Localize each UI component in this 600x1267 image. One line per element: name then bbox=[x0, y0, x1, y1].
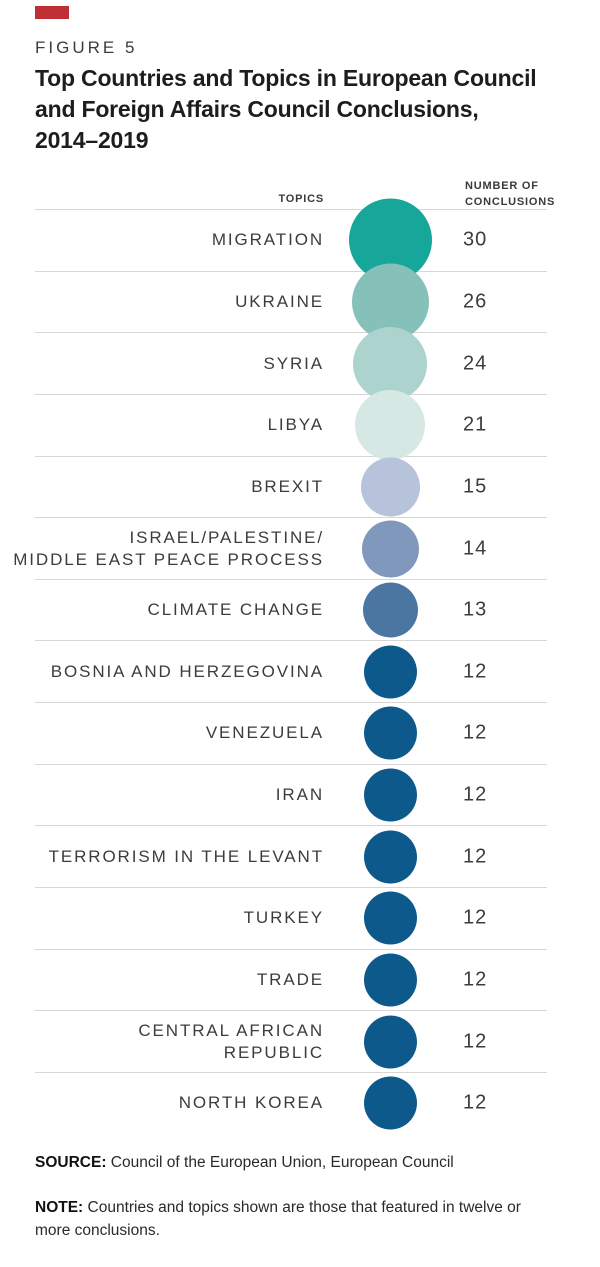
topic-label: MIGRATION bbox=[212, 229, 324, 251]
topic-label-line: NORTH KOREA bbox=[178, 1093, 324, 1113]
bubble-chart: MIGRATION 30 UKRAINE 26 SYRIA 24 LIBYA 21 BREXIT… bbox=[13, 198, 547, 1134]
conclusions-count: 24 bbox=[463, 352, 488, 375]
conclusions-count: 14 bbox=[463, 537, 488, 560]
topic-label-line: UKRAINE bbox=[235, 291, 324, 311]
table-row: BREXIT 15 bbox=[35, 455, 547, 518]
topic-label-line: ISRAEL/PALESTINE/ bbox=[129, 527, 324, 547]
table-row: NORTH KOREA 12 bbox=[35, 1071, 547, 1134]
table-row: VENEZUELA 12 bbox=[35, 702, 547, 764]
bubble bbox=[353, 326, 427, 401]
table-row: TRADE 12 bbox=[35, 948, 547, 1011]
conclusions-count: 21 bbox=[463, 413, 488, 436]
conclusions-count: 12 bbox=[463, 1091, 488, 1114]
topic-label-line: BREXIT bbox=[251, 476, 324, 496]
conclusions-count: 30 bbox=[463, 228, 488, 251]
topic-label-line: TERRORISM IN THE LEVANT bbox=[48, 846, 324, 866]
source-text: Council of the European Union, European … bbox=[110, 1154, 454, 1171]
topic-label-line: MIDDLE EAST PEACE PROCESS bbox=[13, 549, 324, 569]
bubble bbox=[361, 520, 419, 578]
note-text-line2: more conclusions. bbox=[35, 1222, 160, 1239]
topic-label-line: MIGRATION bbox=[211, 230, 324, 250]
topic-label-line: CENTRAL AFRICAN bbox=[138, 1020, 324, 1040]
note-label: NOTE: bbox=[35, 1199, 84, 1216]
topic-label: TRADE bbox=[257, 969, 324, 991]
topic-label: VENEZUELA bbox=[206, 722, 324, 744]
bubble bbox=[360, 457, 420, 517]
column-header-conclusions: NUMBER OF CONCLUSIONS bbox=[465, 180, 556, 208]
bubble bbox=[363, 645, 417, 699]
source-line: SOURCE: Council of the European Union, E… bbox=[35, 1152, 580, 1173]
topic-label: BOSNIA AND HERZEGOVINA bbox=[51, 661, 324, 683]
figure-title: Top Countries and Topics in European Cou… bbox=[35, 63, 580, 156]
topic-label-line: SYRIA bbox=[263, 353, 324, 373]
conclusions-count: 12 bbox=[463, 1030, 488, 1053]
note-text-line1: NOTE: Countries and topics shown are tho… bbox=[35, 1196, 580, 1219]
table-row: TERRORISM IN THE LEVANT 12 bbox=[35, 825, 547, 887]
topic-label-line: BOSNIA AND HERZEGOVINA bbox=[50, 661, 324, 681]
table-row: SYRIA 24 bbox=[35, 326, 547, 401]
topic-label-line: LIBYA bbox=[267, 415, 324, 435]
topic-label: UKRAINE bbox=[235, 291, 324, 313]
conclusions-count: 12 bbox=[463, 845, 488, 868]
table-row: MIGRATION 30 bbox=[35, 198, 547, 282]
conclusions-count: 13 bbox=[463, 598, 488, 621]
topic-label-line: TRADE bbox=[256, 970, 324, 989]
table-row: BOSNIA AND HERZEGOVINA 12 bbox=[35, 640, 547, 702]
figure-title-line2: and Foreign Affairs Council Conclusions, bbox=[35, 96, 479, 122]
conclusions-count: 12 bbox=[463, 968, 488, 991]
topic-label: ISRAEL/PALESTINE/MIDDLE EAST PEACE PROCE… bbox=[13, 527, 324, 571]
topic-label: NORTH KOREA bbox=[179, 1092, 324, 1114]
conclusions-count: 12 bbox=[463, 721, 488, 744]
bubble bbox=[363, 891, 417, 945]
topic-label-line: VENEZUELA bbox=[205, 723, 324, 743]
topic-label-line: REPUBLIC bbox=[223, 1042, 324, 1062]
note-line: NOTE: Countries and topics shown are tho… bbox=[35, 1196, 580, 1242]
table-row: CENTRAL AFRICAN REPUBLIC 12 bbox=[35, 1010, 547, 1072]
topic-label: IRAN bbox=[276, 784, 324, 806]
bubble bbox=[355, 390, 425, 461]
figure-number-label: FIGURE 5 bbox=[35, 38, 138, 57]
bubble bbox=[362, 582, 418, 638]
brand-red-mark bbox=[35, 6, 69, 19]
bubble bbox=[363, 1076, 417, 1130]
bubble bbox=[363, 768, 417, 822]
bubble bbox=[363, 830, 417, 884]
figure-title-line1: Top Countries and Topics in European Cou… bbox=[35, 65, 537, 91]
conclusions-count: 12 bbox=[463, 660, 488, 683]
topic-label: CENTRAL AFRICAN REPUBLIC bbox=[138, 1020, 324, 1064]
source-label: SOURCE: bbox=[35, 1154, 107, 1171]
conclusions-count: 12 bbox=[463, 783, 488, 806]
table-row: LIBYA 21 bbox=[35, 390, 547, 461]
topic-label: SYRIA bbox=[263, 353, 324, 375]
conclusions-count: 26 bbox=[463, 290, 488, 313]
conclusions-count: 15 bbox=[463, 475, 488, 498]
topic-label: CLIMATE CHANGE bbox=[148, 599, 324, 621]
figure-title-line3: 2014–2019 bbox=[35, 127, 149, 153]
bubble bbox=[363, 1015, 417, 1069]
table-row: UKRAINE 26 bbox=[35, 263, 547, 341]
topic-label: BREXIT bbox=[251, 476, 324, 498]
topic-label-line: CLIMATE CHANGE bbox=[147, 600, 324, 620]
topic-label: TURKEY bbox=[244, 907, 324, 929]
bubble bbox=[363, 953, 417, 1007]
conclusions-count: 12 bbox=[463, 906, 488, 929]
column-header-topics: TOPICS bbox=[278, 193, 324, 205]
table-row: CLIMATE CHANGE 13 bbox=[35, 578, 547, 641]
bubble bbox=[363, 706, 417, 760]
topic-label: TERRORISM IN THE LEVANT bbox=[49, 846, 324, 868]
topic-label: LIBYA bbox=[268, 414, 324, 436]
table-row: TURKEY 12 bbox=[35, 887, 547, 949]
topic-label-line: IRAN bbox=[275, 785, 324, 805]
topic-label-line: TURKEY bbox=[243, 908, 324, 928]
table-row: IRAN 12 bbox=[35, 763, 547, 826]
table-row: ISRAEL/PALESTINE/MIDDLE EAST PEACE PROCE… bbox=[13, 517, 547, 579]
note-text: Countries and topics shown are those tha… bbox=[87, 1199, 521, 1216]
